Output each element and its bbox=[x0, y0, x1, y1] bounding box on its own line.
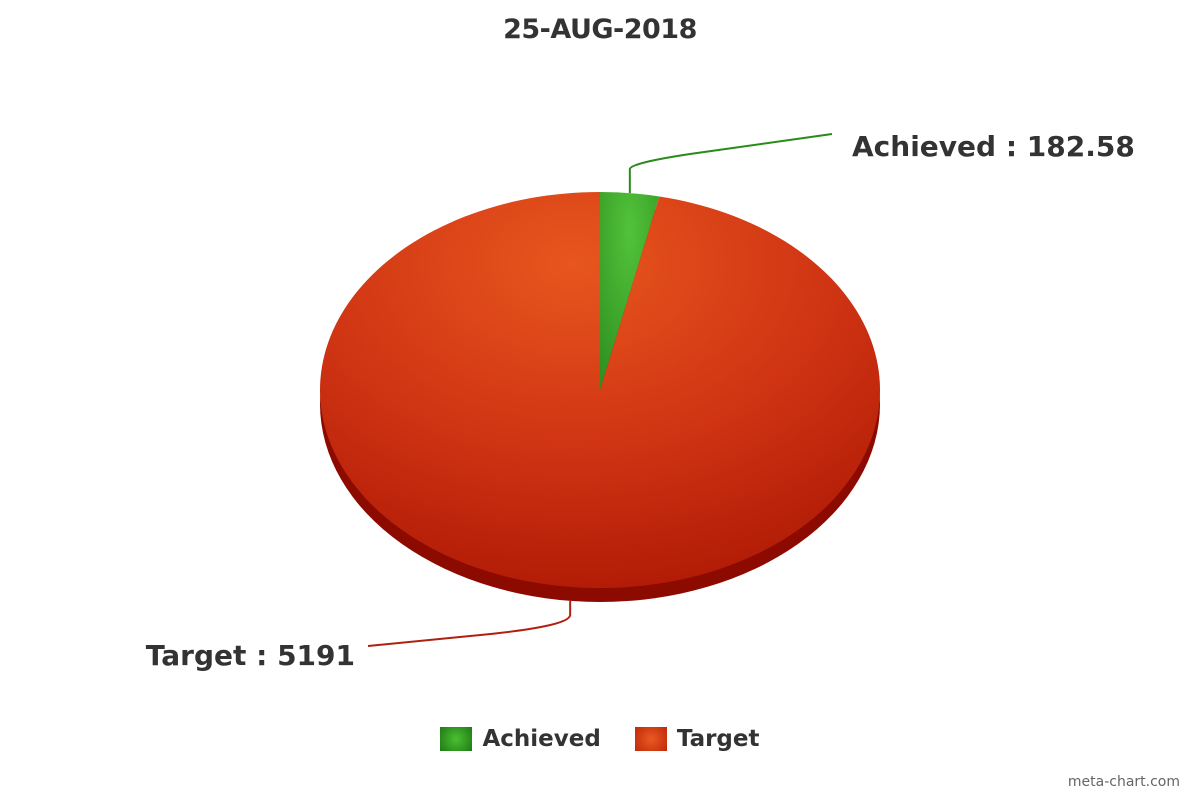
legend-label-achieved: Achieved bbox=[482, 726, 601, 752]
chart-title: 25-AUG-2018 bbox=[503, 14, 697, 45]
legend-swatch-target bbox=[634, 727, 667, 751]
legend-label-target: Target bbox=[676, 726, 760, 752]
data-label-target: Target : 5191 bbox=[146, 639, 355, 672]
pie-slice-achieved[interactable] bbox=[600, 192, 660, 390]
data-label-achieved: Achieved : 182.58 bbox=[852, 130, 1135, 163]
legend-swatch-achieved bbox=[440, 727, 473, 751]
legend-item-target[interactable]: Target bbox=[634, 726, 760, 752]
legend: Achieved Target bbox=[0, 726, 1200, 752]
credit-link[interactable]: meta-chart.com bbox=[1067, 774, 1180, 790]
pie-slice-target[interactable] bbox=[320, 192, 881, 588]
leader-line-achieved bbox=[628, 133, 833, 194]
legend-item-achieved[interactable]: Achieved bbox=[440, 726, 601, 752]
leader-line-target bbox=[367, 600, 572, 647]
